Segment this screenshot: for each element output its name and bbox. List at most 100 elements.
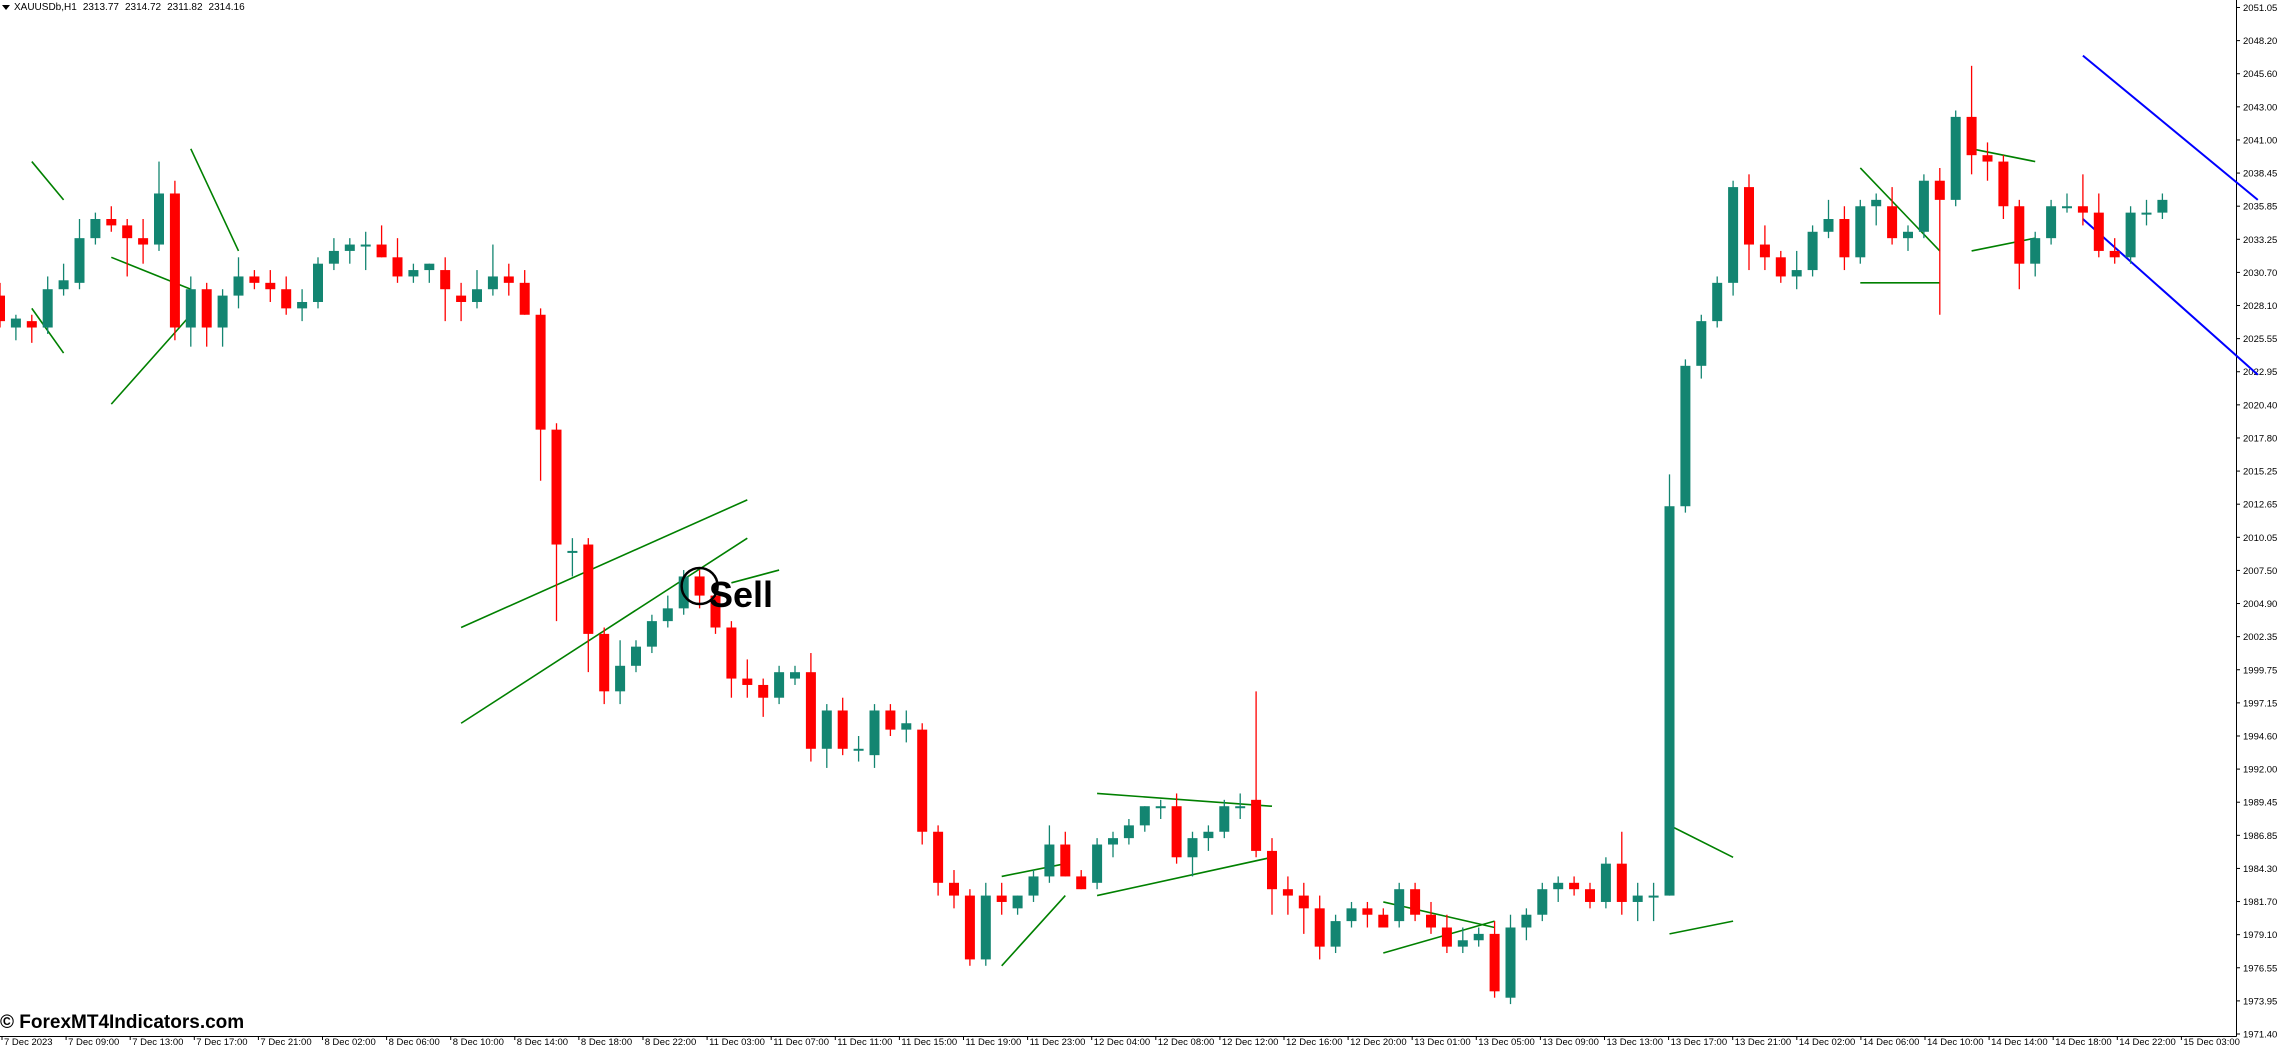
bear-candle [885,710,896,730]
bear-candle [1616,863,1627,902]
x-tick-label: 11 Dec 07:00 [773,1037,829,1048]
bear-candle [1839,219,1850,258]
y-tick-label: 2015.25 [2243,467,2277,478]
bear-candle [1759,244,1770,258]
bull-candle [1553,882,1564,890]
y-tick-label: 1992.00 [2243,765,2277,776]
bear-candle [26,321,37,328]
bear-candle [742,678,753,685]
x-tick-label: 13 Dec 13:00 [1607,1037,1664,1048]
bull-candle [1123,825,1134,839]
ohlc-high: 2314.72 [124,1,162,13]
bear-candle [917,729,928,832]
y-tick-label: 1999.75 [2243,665,2277,676]
y-tick-label: 2025.55 [2243,334,2277,345]
bull-candle [1235,806,1246,809]
bull-candle [1108,838,1118,845]
x-tick-label: 11 Dec 23:00 [1030,1037,1086,1048]
dropdown-arrow-icon[interactable] [2,4,10,10]
bull-candle [646,621,657,647]
x-tick-label: 12 Dec 20:00 [1350,1037,1407,1048]
y-tick-label: 1994.60 [2243,731,2277,742]
bear-candle [1966,116,1977,156]
x-tick-label: 12 Dec 16:00 [1286,1037,1343,1048]
x-tick-label: 11 Dec 15:00 [901,1037,957,1048]
bear-candle [599,633,610,692]
bull-candle [2046,206,2057,239]
bull-candle [853,748,864,751]
bull-candle [2062,206,2072,209]
bull-candle [154,193,164,245]
y-tick-label: 1971.40 [2243,1030,2277,1041]
bear-candle [138,238,149,245]
x-tick-label: 8 Dec 10:00 [453,1037,504,1048]
bear-candle [392,257,403,277]
bear-candle [551,429,562,545]
bear-candle [0,295,5,322]
x-tick-label: 14 Dec 14:00 [1991,1037,2048,1048]
bull-candle [615,665,626,692]
bear-candle [694,576,705,596]
pattern-line [190,148,240,252]
bull-candle [980,895,991,960]
bear-candle [805,672,816,749]
bear-candle [456,295,467,302]
bull-candle [1044,844,1055,877]
bull-candle [821,710,832,749]
y-tick-label: 1997.15 [2243,698,2277,709]
bull-candle [1918,180,1929,232]
bear-candle [2109,250,2120,258]
bear-candle [758,684,769,698]
pattern-line [1669,824,1734,858]
symbol-label: XAUUSDb,H1 [14,1,77,13]
ohlc-close: 2314.16 [208,1,245,13]
bull-candle [10,318,21,328]
pattern-line [31,161,65,201]
bear-candle [249,276,260,283]
bear-candle [2014,206,2025,264]
x-tick-label: 8 Dec 02:00 [325,1037,376,1048]
x-tick-label: 13 Dec 05:00 [1478,1037,1535,1048]
bull-candle [774,672,785,698]
bull-candle [631,646,641,666]
y-tick-label: 2004.90 [2243,599,2277,610]
bear-candle [1060,844,1071,877]
pattern-line [110,314,192,405]
bull-candle [1187,838,1198,858]
x-tick-label: 7 Dec 2023 [4,1037,53,1048]
x-tick-label: 15 Dec 03:00 [2183,1037,2240,1048]
x-tick-label: 13 Dec 01:00 [1414,1037,1471,1048]
bull-candle [1012,895,1023,909]
bull-candle [1346,908,1357,922]
bull-candle [1600,863,1611,902]
bear-candle [1569,882,1580,890]
y-tick-label: 2041.00 [2243,135,2277,146]
bull-candle [2157,199,2168,213]
y-tick-label: 2048.20 [2243,36,2277,47]
channel-line [2082,218,2259,376]
pattern-line [1097,792,1273,808]
y-tick-label: 1986.85 [2243,831,2277,842]
bull-candle [297,301,308,309]
bear-candle [2077,206,2088,213]
bear-candle [1410,889,1421,915]
watermark: © ForexMT4Indicators.com [0,1012,245,1033]
bull-candle [1807,231,1818,271]
sell-signal-label: Sell [709,574,774,615]
bull-candle [58,280,69,290]
bear-candle [964,895,975,960]
y-tick-label: 2038.45 [2243,169,2277,180]
pattern-line [1001,895,1066,967]
bull-candle [1855,206,1866,258]
bear-candle [1982,155,1993,162]
bear-candle [1998,161,2009,207]
bear-candle [1441,927,1452,947]
bear-candle [440,270,451,290]
bull-candle [233,276,244,296]
bear-candle [1314,908,1325,947]
bear-candle [281,289,292,309]
x-tick-label: 11 Dec 11:00 [837,1037,892,1048]
bear-candle [726,627,737,679]
